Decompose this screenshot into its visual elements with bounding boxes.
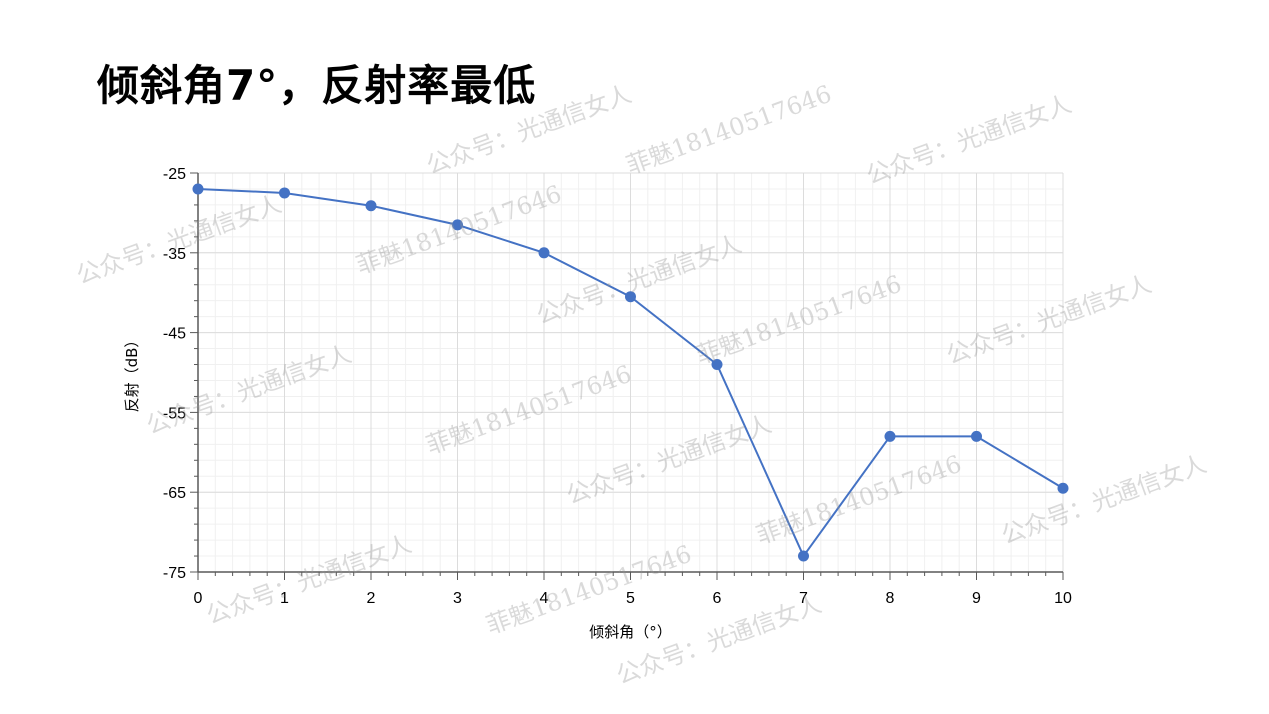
data-point [365, 200, 377, 212]
y-axis-title: 反射（dB） [123, 333, 141, 413]
data-point [798, 550, 809, 562]
x-tick-label: 5 [626, 590, 635, 607]
y-tick-label: -35 [163, 246, 186, 263]
data-point [884, 430, 896, 442]
data-point [452, 219, 463, 231]
y-tick-label: -25 [163, 166, 186, 183]
data-point [971, 430, 982, 442]
data-point [279, 187, 290, 199]
x-tick-label: 3 [453, 590, 462, 607]
x-tick-label: 6 [713, 590, 722, 607]
x-tick-label: 2 [367, 590, 376, 607]
slide-title: 倾斜角7°，反射率最低 [97, 61, 537, 110]
x-tick-label: 1 [280, 590, 289, 607]
y-tick-label: -75 [163, 565, 186, 582]
x-tick-label: 4 [540, 590, 549, 607]
y-tick-label: -65 [163, 485, 186, 502]
x-axis-title: 倾斜角（°） [589, 623, 672, 641]
x-tick-label: 0 [194, 590, 203, 607]
data-point [538, 247, 550, 259]
data-point [711, 359, 723, 371]
x-tick-label: 10 [1054, 590, 1072, 607]
y-tick-label: -55 [163, 405, 186, 422]
x-tick-label: 8 [886, 590, 895, 607]
y-tick-label: -45 [163, 326, 186, 343]
data-point [625, 291, 636, 303]
data-point [1057, 482, 1069, 494]
data-point [192, 183, 204, 195]
x-tick-label: 9 [972, 590, 981, 607]
x-tick-label: 7 [799, 590, 808, 607]
